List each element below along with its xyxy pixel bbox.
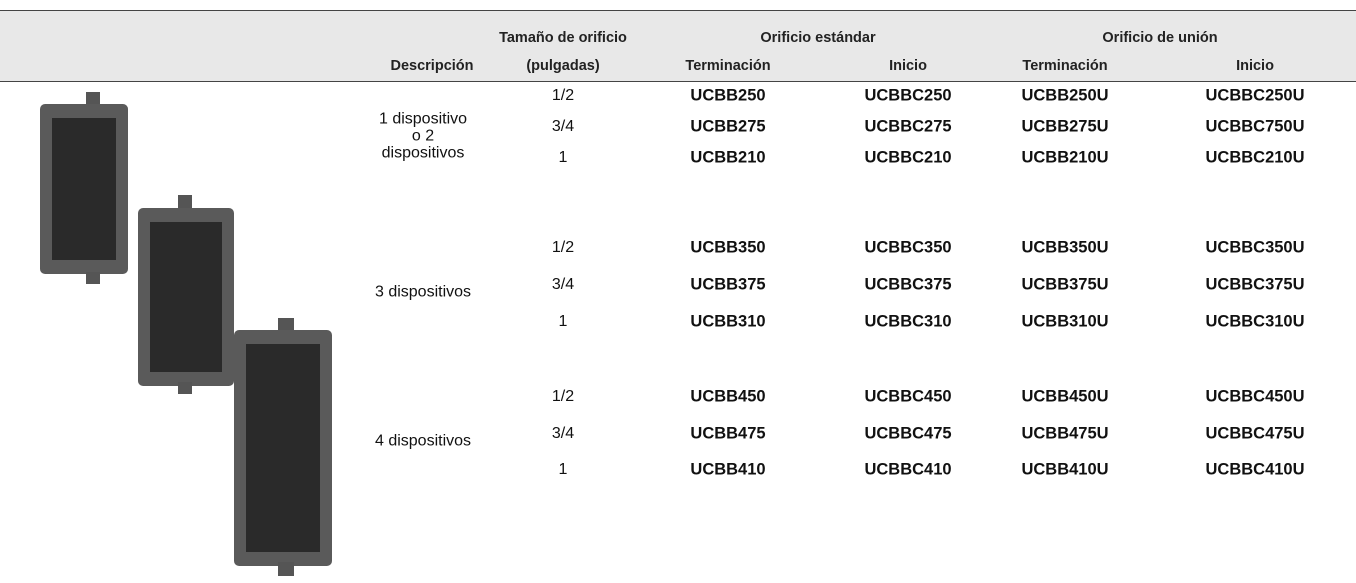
catalog-number: UCBBC250U	[1205, 86, 1305, 105]
size-cell: 1/2	[551, 239, 575, 256]
catalog-number: UCBBC375	[864, 275, 952, 294]
catalog-number: UCBB275	[690, 117, 766, 136]
size-cell: 3/4	[551, 425, 575, 442]
catalog-number: UCBBC750U	[1205, 117, 1305, 136]
catalog-number: UCBBC310	[864, 312, 952, 331]
catalog-number: UCBB410U	[1021, 460, 1109, 479]
column-header: Descripción	[390, 58, 474, 74]
header-size: Tamaño de orificio	[499, 30, 627, 46]
size-cell: 3/4	[551, 118, 575, 135]
column-header: (pulgadas)	[526, 58, 600, 74]
column-header: Terminación	[1022, 58, 1108, 74]
catalog-number: UCBB350U	[1021, 238, 1109, 257]
catalog-number: UCBB210	[690, 148, 766, 167]
column-header: Inicio	[1236, 58, 1274, 74]
description: 4 dispositivos	[374, 432, 472, 450]
size-cell: 1	[558, 313, 568, 330]
catalog-number: UCBBC410U	[1205, 460, 1305, 479]
size-cell: 1	[558, 461, 568, 478]
catalog-number: UCBB450	[690, 387, 766, 406]
catalog-number: UCBBC210U	[1205, 148, 1305, 167]
catalog-number: UCBB250U	[1021, 86, 1109, 105]
size-cell: 3/4	[551, 276, 575, 293]
catalog-number: UCBB210U	[1021, 148, 1109, 167]
catalog-number: UCBB310	[690, 312, 766, 331]
product-images	[40, 92, 332, 576]
catalog-number: UCBB475	[690, 424, 766, 443]
catalog-number: UCBB450U	[1021, 387, 1109, 406]
catalog-number: UCBB350	[690, 238, 766, 257]
box-2	[138, 195, 234, 394]
description: 1 dispositivo o 2 dispositivos	[378, 110, 468, 162]
box-3	[234, 318, 332, 576]
catalog-number: UCBB375	[690, 275, 766, 294]
catalog-number: UCBBC250	[864, 86, 952, 105]
header-union: Orificio de unión	[1102, 30, 1218, 46]
size-cell: 1/2	[551, 388, 575, 405]
catalog-number: UCBBC375U	[1205, 275, 1305, 294]
catalog-number: UCBBC475U	[1205, 424, 1305, 443]
size-cell: 1	[558, 149, 568, 166]
catalog-number: UCBBC275	[864, 117, 952, 136]
catalog-number: UCBB275U	[1021, 117, 1109, 136]
catalog-number: UCBBC410	[864, 460, 952, 479]
catalog-number: UCBBC450U	[1205, 387, 1305, 406]
header-standard: Orificio estándar	[760, 30, 876, 46]
catalog-number: UCBB310U	[1021, 312, 1109, 331]
catalog-number: UCBBC210	[864, 148, 952, 167]
catalog-number: UCBBC350	[864, 238, 952, 257]
catalog-number: UCBBC450	[864, 387, 952, 406]
catalog-number: UCBBC310U	[1205, 312, 1305, 331]
header-band	[0, 10, 1356, 82]
column-header: Terminación	[685, 58, 771, 74]
box-1	[40, 92, 128, 284]
catalog-number: UCBBC475	[864, 424, 952, 443]
description: 3 dispositivos	[374, 283, 472, 301]
catalog-number: UCBBC350U	[1205, 238, 1305, 257]
size-cell: 1/2	[551, 87, 575, 104]
catalog-number: UCBB475U	[1021, 424, 1109, 443]
column-header: Inicio	[889, 58, 927, 74]
catalog-number: UCBB375U	[1021, 275, 1109, 294]
catalog-number: UCBB410	[690, 460, 766, 479]
catalog-number: UCBB250	[690, 86, 766, 105]
